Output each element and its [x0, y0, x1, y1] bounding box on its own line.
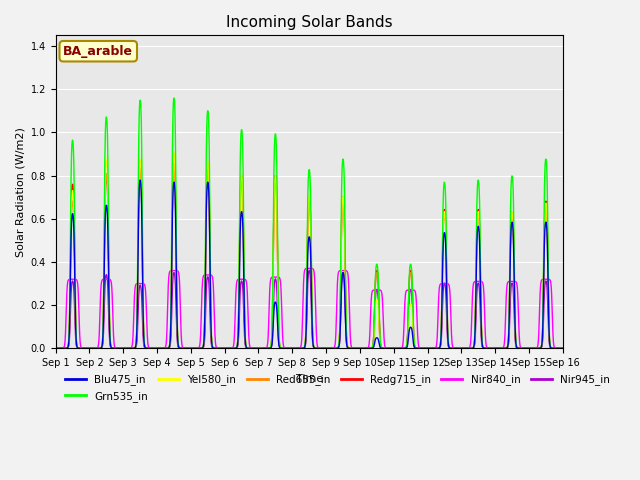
Text: BA_arable: BA_arable — [63, 45, 133, 58]
X-axis label: Time: Time — [296, 373, 323, 384]
Legend: Blu475_in, Grn535_in, Yel580_in, Red655_in, Redg715_in, Nir840_in, Nir945_in: Blu475_in, Grn535_in, Yel580_in, Red655_… — [61, 370, 614, 406]
Y-axis label: Solar Radiation (W/m2): Solar Radiation (W/m2) — [15, 127, 25, 257]
Title: Incoming Solar Bands: Incoming Solar Bands — [226, 15, 392, 30]
